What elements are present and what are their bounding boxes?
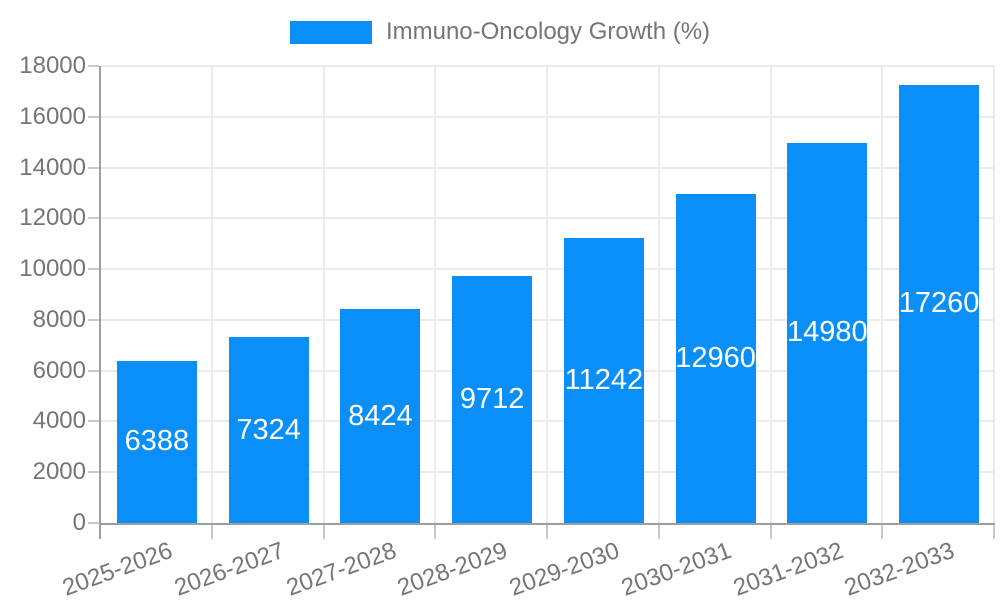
bar-value-label: 11242 [564,363,644,396]
gridline-vertical [881,66,884,523]
legend-swatch-icon [289,20,372,44]
gridline-horizontal [101,369,995,372]
legend-item[interactable]: Immuno-Oncology Growth (%) [289,18,711,46]
x-axis-category-label: 2027-2028 [282,537,400,600]
legend: Immuno-Oncology Growth (%) [0,18,1000,46]
y-axis-tick [88,115,99,118]
plot-area: 0 2000 4000 6000 8000 10000 12000 14000 16000 180… [19,54,995,539]
y-axis-tick [88,420,99,423]
y-axis-tick [88,166,99,169]
legend-label: Immuno-Oncology Growth (%) [385,18,711,45]
gridline-horizontal [101,217,995,220]
x-axis-tick [993,525,995,539]
y-axis-tick [88,318,99,321]
y-axis-tick-label: 2000 [32,458,86,486]
y-axis-tick [88,65,99,67]
bar: 7324 [228,337,309,523]
x-axis-tick [881,525,884,539]
x-axis-tick [210,525,213,539]
gridline-horizontal [101,420,995,423]
gridline-vertical [210,66,213,523]
y-axis-tick [88,471,99,474]
y-axis-tick-label: 0 [72,509,86,536]
x-axis-category-label: 2025-2026 [59,537,177,600]
x-axis-tick [434,525,437,539]
gridline-horizontal [101,115,995,118]
gridline-horizontal [101,65,995,67]
y-axis-tick [88,522,99,524]
x-axis-tick [546,525,548,539]
x-axis-category-label: 2029-2030 [506,537,624,600]
gridline-vertical [993,66,995,523]
gridline-horizontal [101,166,995,169]
x-axis-category-label: 2026-2027 [170,537,288,600]
bar: 6388 [116,360,197,523]
x-axis-tick [322,525,325,539]
bar-value-label: 6388 [124,425,190,458]
gridline-horizontal [101,318,995,321]
y-axis-tick-label: 18000 [19,52,86,79]
x-axis-tick [99,525,101,539]
bar-value-label: 9712 [459,383,525,416]
y-axis-tick-label: 4000 [32,407,86,435]
y-axis-tick [88,369,99,372]
gridline-vertical [322,66,325,523]
y-axis-tick [88,217,99,220]
y-axis-tick [88,268,99,271]
gridline-horizontal [101,471,995,474]
x-axis-tick [769,525,772,539]
gridline-vertical [769,66,772,523]
x-axis-category-label: 2030-2031 [617,537,735,600]
bar: 8424 [340,309,421,523]
x-axis-tick [657,525,660,539]
gridline-vertical [657,66,660,523]
gridline-horizontal [101,268,995,271]
y-axis-tick-label: 8000 [32,305,86,333]
y-axis-tick-label: 10000 [19,255,86,283]
bar-value-label: 8424 [348,399,413,432]
bar: 14980 [787,142,868,523]
y-axis-tick-label: 6000 [32,356,86,384]
bar-value-label: 17260 [898,287,980,320]
bar: 11242 [563,237,644,523]
y-axis-tick-label: 12000 [19,204,86,232]
bar-value-label: 7324 [236,413,301,446]
bar-value-label: 12960 [675,341,756,374]
x-axis-category-label: 2032-2033 [841,537,959,600]
bar: 12960 [675,193,756,523]
x-axis-category-label: 2031-2032 [729,537,847,600]
gridline-vertical [434,66,437,523]
y-axis-tick-label: 14000 [19,153,86,181]
y-axis-tick-label: 16000 [19,102,86,130]
gridline-vertical [546,66,548,523]
x-axis-category-label: 2028-2029 [394,537,512,600]
bar: 9712 [452,276,533,523]
bar-value-label: 14980 [787,316,868,349]
bar: 17260 [898,84,980,523]
